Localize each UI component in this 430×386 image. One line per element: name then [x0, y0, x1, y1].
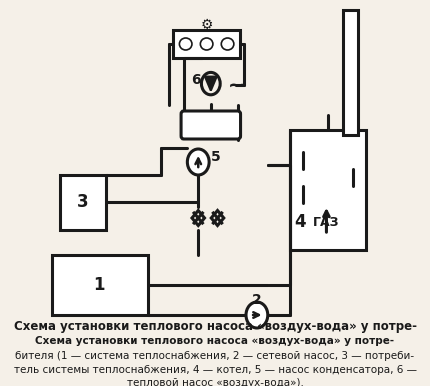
Bar	[290, 130, 366, 250]
Polygon shape	[211, 210, 224, 225]
Circle shape	[246, 302, 268, 328]
Text: Схема установки теплового насоса «воздух-вода» у потре-: Схема установки теплового насоса «воздух…	[13, 320, 417, 333]
Text: 3: 3	[77, 193, 89, 211]
Text: 4: 4	[294, 213, 305, 231]
Text: ~: ~	[228, 76, 244, 95]
Bar	[343, 10, 358, 135]
Text: ГАЗ: ГАЗ	[313, 215, 340, 229]
FancyBboxPatch shape	[181, 111, 240, 139]
Text: 5: 5	[211, 150, 221, 164]
Text: 2: 2	[252, 293, 262, 307]
Polygon shape	[205, 76, 217, 91]
Text: бителя (1 — система теплоснабжения, 2 — сетевой насос, 3 — потреби-: бителя (1 — система теплоснабжения, 2 — …	[15, 351, 415, 361]
Text: тель системы теплоснабжения, 4 — котел, 5 — насос конденсатора, 6 —: тель системы теплоснабжения, 4 — котел, …	[13, 365, 417, 375]
Circle shape	[187, 149, 209, 175]
Polygon shape	[192, 210, 205, 225]
Bar	[173, 30, 240, 58]
Bar	[60, 175, 106, 230]
Text: 1: 1	[94, 276, 105, 294]
Bar	[52, 255, 148, 315]
Text: ⚙: ⚙	[200, 18, 213, 32]
Text: 6: 6	[191, 73, 200, 87]
Text: Схема установки теплового насоса «воздух-вода» у потре-: Схема установки теплового насоса «воздух…	[35, 336, 395, 346]
Text: тепловой насос «воздух-вода»).: тепловой насос «воздух-вода»).	[126, 378, 304, 386]
